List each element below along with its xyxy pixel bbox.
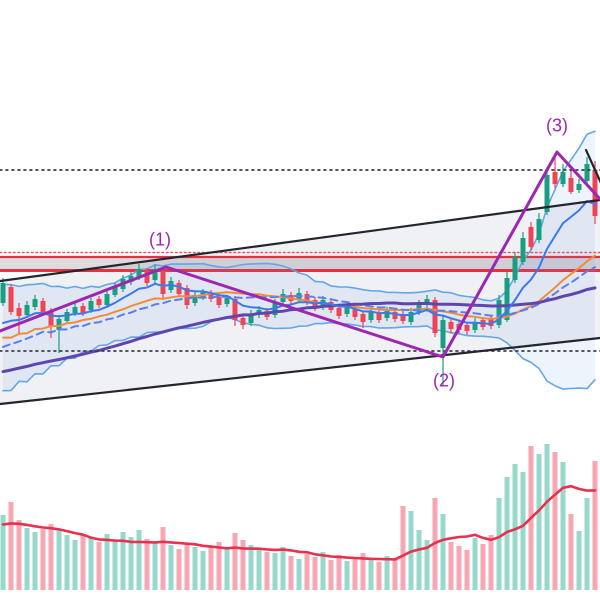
wave-label-1: (1) <box>149 229 171 250</box>
wave-label-2: (2) <box>433 370 455 391</box>
wave-label-3: (3) <box>546 115 568 136</box>
